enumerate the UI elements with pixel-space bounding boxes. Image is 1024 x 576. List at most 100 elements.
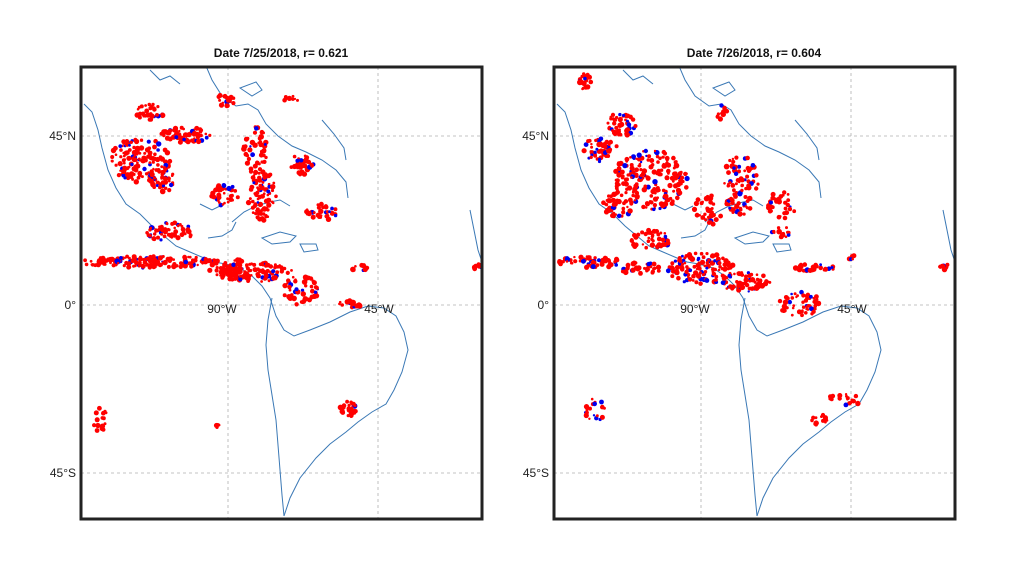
data-point	[785, 226, 788, 230]
data-point	[159, 112, 166, 119]
data-point	[733, 171, 739, 176]
data-point	[133, 179, 139, 185]
data-point	[673, 268, 680, 275]
data-point	[204, 135, 209, 140]
data-point	[156, 235, 160, 240]
data-point	[634, 194, 640, 200]
data-point	[649, 194, 654, 198]
data-point	[160, 177, 163, 180]
data-point	[784, 235, 788, 239]
data-point	[130, 162, 134, 166]
data-point	[694, 212, 700, 218]
data-point	[791, 306, 795, 310]
data-point	[627, 208, 633, 214]
data-point	[665, 268, 671, 274]
data-point	[644, 266, 651, 272]
data-point	[661, 188, 666, 193]
data-point	[273, 276, 278, 281]
data-point	[656, 168, 661, 173]
data-point	[653, 266, 657, 270]
data-point	[809, 294, 813, 299]
data-point	[573, 255, 576, 259]
data-point	[164, 159, 168, 163]
data-point	[156, 141, 162, 147]
data-point	[687, 254, 694, 261]
data-point	[121, 168, 127, 175]
data-point	[732, 166, 736, 170]
data-point	[201, 257, 205, 261]
lat-label-0: 0°	[538, 298, 550, 312]
data-point	[294, 287, 299, 292]
data-point	[728, 158, 732, 163]
data-point	[252, 181, 256, 185]
data-point	[643, 148, 648, 154]
data-point	[159, 238, 163, 242]
data-point	[755, 277, 760, 282]
data-point	[260, 280, 263, 283]
data-point	[592, 414, 596, 417]
data-point	[258, 262, 263, 267]
data-point	[257, 136, 261, 140]
data-point	[658, 172, 663, 177]
data-point	[179, 232, 185, 238]
data-point	[639, 168, 643, 172]
data-point	[681, 258, 686, 262]
data-point	[711, 267, 716, 272]
data-point	[582, 72, 586, 76]
data-point	[616, 213, 622, 219]
data-point	[239, 258, 245, 264]
data-point	[717, 116, 724, 122]
data-point	[264, 155, 268, 160]
data-point	[585, 408, 589, 412]
data-point	[148, 254, 153, 260]
data-point	[133, 157, 138, 162]
data-point	[94, 428, 100, 433]
data-point	[137, 151, 140, 154]
data-point	[667, 265, 672, 270]
data-point	[708, 200, 713, 205]
data-point	[150, 263, 156, 269]
data-point	[613, 260, 617, 264]
data-point	[699, 259, 706, 265]
data-point	[182, 137, 186, 142]
data-point	[855, 400, 861, 407]
data-point	[634, 168, 639, 172]
data-point	[585, 255, 589, 258]
data-point	[733, 272, 736, 276]
data-point	[148, 161, 152, 165]
data-point	[122, 264, 126, 268]
data-point	[588, 255, 592, 259]
data-point	[227, 276, 233, 282]
data-point	[678, 259, 683, 264]
data-point	[644, 245, 648, 250]
data-point	[262, 175, 267, 180]
data-point	[706, 194, 710, 199]
data-point	[661, 155, 665, 159]
data-point	[293, 97, 297, 101]
data-point	[786, 230, 789, 234]
data-point	[710, 221, 716, 227]
data-point	[260, 194, 264, 198]
data-point	[326, 213, 329, 217]
data-point	[634, 261, 638, 265]
data-point	[185, 138, 191, 145]
data-point	[658, 206, 662, 211]
data-point	[142, 166, 147, 172]
data-point	[818, 265, 823, 271]
data-point	[776, 214, 782, 220]
data-point	[674, 265, 680, 270]
data-point	[658, 156, 662, 161]
data-point	[650, 234, 655, 239]
data-point	[339, 408, 345, 415]
data-point	[697, 266, 702, 271]
data-point	[256, 201, 260, 204]
data-point	[726, 184, 730, 188]
data-point	[160, 170, 164, 174]
data-point	[122, 142, 125, 145]
data-point	[129, 140, 133, 144]
data-point	[258, 140, 263, 144]
data-point	[600, 416, 604, 420]
data-point	[258, 209, 263, 214]
data-point	[786, 193, 790, 196]
data-point	[766, 203, 772, 209]
